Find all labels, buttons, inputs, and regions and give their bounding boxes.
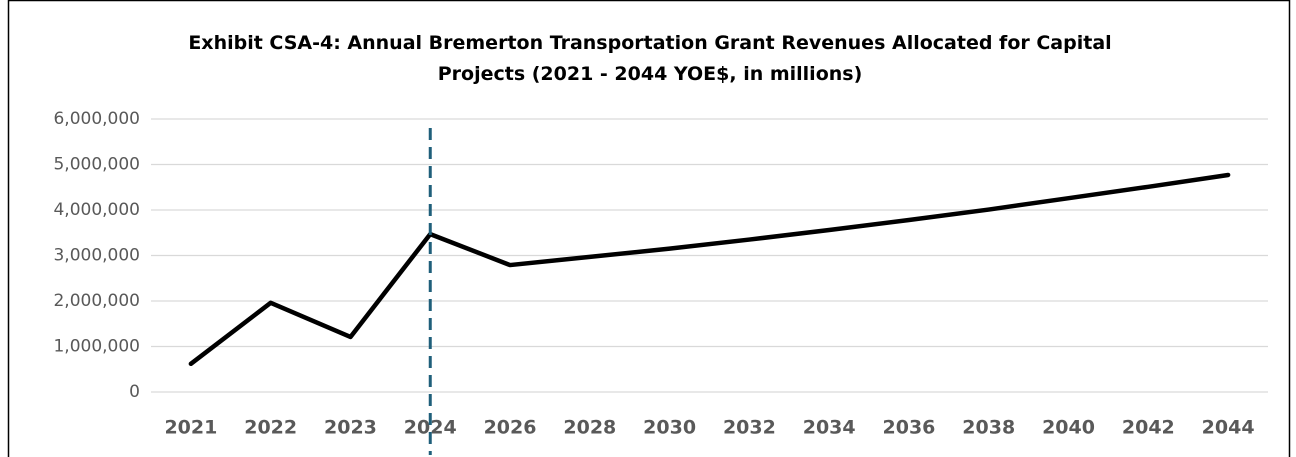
frame — [7, 0, 1291, 457]
x-tick-label: 2024 — [404, 417, 457, 439]
x-tick-label: 2034 — [803, 417, 856, 439]
y-tick-label: 6,000,000 — [53, 109, 140, 129]
x-tick-label: 2023 — [324, 417, 377, 439]
x-tick-label: 2028 — [563, 417, 616, 439]
x-tick-label: 2022 — [244, 417, 297, 439]
x-tick-label: 2032 — [723, 417, 776, 439]
y-tick-label: 3,000,000 — [53, 246, 140, 266]
x-tick-label: 2036 — [883, 417, 936, 439]
chart-title: Exhibit CSA-4: Annual Bremerton Transpor… — [188, 32, 1112, 85]
x-tick-label: 2021 — [164, 417, 217, 439]
y-tick-label: 1,000,000 — [53, 337, 140, 357]
x-tick-label: 2042 — [1122, 417, 1175, 439]
y-tick-label: 2,000,000 — [53, 291, 140, 311]
x-tick-label: 2040 — [1042, 417, 1095, 439]
y-tick-label: 5,000,000 — [53, 155, 140, 175]
x-tick-label: 2030 — [643, 417, 696, 439]
y-tick-label: 4,000,000 — [53, 200, 140, 220]
x-tick-label: 2026 — [484, 417, 537, 439]
x-tick-label: 2038 — [962, 417, 1015, 439]
x-tick-label: 2044 — [1202, 417, 1255, 439]
line-series — [188, 172, 1231, 367]
y-tick-label: 0 — [129, 382, 140, 402]
